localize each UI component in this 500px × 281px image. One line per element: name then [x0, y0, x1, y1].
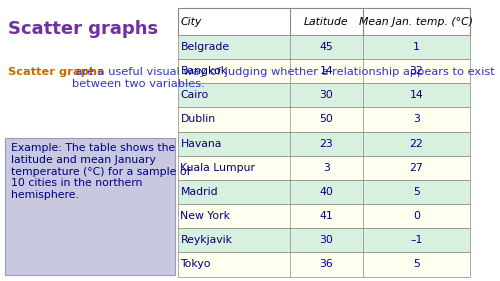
Bar — [178, 83, 470, 107]
Text: Havana: Havana — [180, 139, 222, 149]
Text: City: City — [180, 17, 202, 27]
Text: 3: 3 — [323, 163, 330, 173]
Text: –1: –1 — [410, 235, 422, 245]
Text: New York: New York — [180, 211, 230, 221]
Text: Tokyo: Tokyo — [180, 259, 211, 269]
Text: 36: 36 — [320, 259, 333, 269]
Text: 45: 45 — [320, 42, 333, 52]
Text: 3: 3 — [413, 114, 420, 124]
Bar — [178, 228, 470, 252]
Text: Scatter graphs: Scatter graphs — [8, 67, 104, 78]
Text: Mean Jan. temp. (°C): Mean Jan. temp. (°C) — [359, 17, 473, 27]
Text: 32: 32 — [410, 66, 423, 76]
Text: 41: 41 — [320, 211, 333, 221]
Text: 30: 30 — [320, 90, 333, 100]
Text: 22: 22 — [410, 139, 423, 149]
Text: 50: 50 — [320, 114, 333, 124]
Bar — [178, 107, 470, 132]
Bar — [5, 138, 175, 275]
Text: 5: 5 — [413, 187, 420, 197]
Bar — [178, 180, 470, 204]
Text: Madrid: Madrid — [180, 187, 218, 197]
Text: 14: 14 — [320, 66, 333, 76]
Text: Dublin: Dublin — [180, 114, 216, 124]
Bar — [178, 252, 470, 277]
Text: 30: 30 — [320, 235, 333, 245]
Text: Reykjavik: Reykjavik — [180, 235, 233, 245]
Text: Scatter graphs: Scatter graphs — [8, 20, 158, 38]
Bar — [178, 35, 470, 59]
Text: Kuala Lumpur: Kuala Lumpur — [180, 163, 256, 173]
Bar — [178, 132, 470, 156]
Bar — [178, 156, 470, 180]
Text: 23: 23 — [320, 139, 333, 149]
Text: 40: 40 — [320, 187, 333, 197]
Text: 27: 27 — [410, 163, 423, 173]
Text: 0: 0 — [413, 211, 420, 221]
Text: are a useful visual way of judging whether a relationship appears to exist
betwe: are a useful visual way of judging wheth… — [72, 67, 495, 89]
Text: Cairo: Cairo — [180, 90, 209, 100]
Text: Bangkok: Bangkok — [180, 66, 228, 76]
Bar — [178, 59, 470, 83]
Text: 14: 14 — [410, 90, 423, 100]
Text: Example: The table shows the
latitude and mean January
temperature (°C) for a sa: Example: The table shows the latitude an… — [11, 143, 190, 200]
Bar — [178, 204, 470, 228]
Text: Latitude: Latitude — [304, 17, 348, 27]
Text: Belgrade: Belgrade — [180, 42, 230, 52]
Text: 5: 5 — [413, 259, 420, 269]
Bar — [178, 8, 470, 35]
Text: 1: 1 — [413, 42, 420, 52]
